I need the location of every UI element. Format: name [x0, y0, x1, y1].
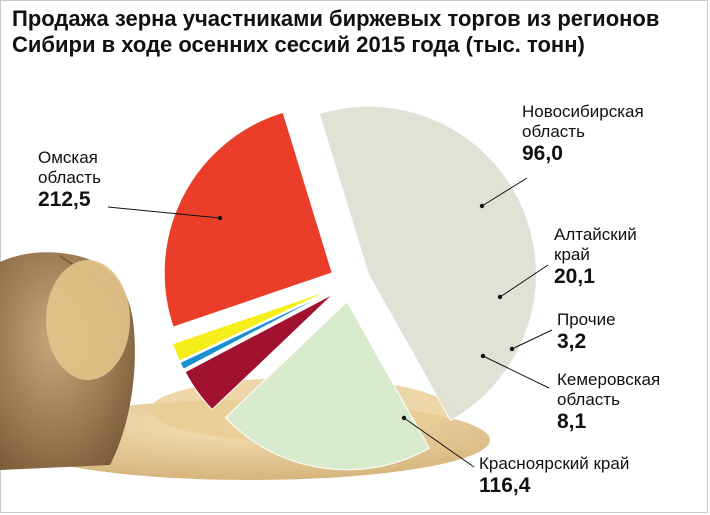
pie-slices [163, 105, 537, 471]
slice-label-value-3: 20,1 [554, 265, 595, 288]
leader-line-6 [403, 417, 475, 468]
chart-title: Продажа зерна участниками биржевых торго… [12, 6, 660, 57]
pie-slice-3 [184, 293, 335, 411]
pie-slice-5 [171, 289, 332, 362]
leader-line-5 [482, 355, 550, 389]
leader-line-3 [499, 264, 549, 298]
slice-label-value-2: 96,0 [522, 142, 563, 165]
slice-label-name-3-1: Алтайский [554, 225, 637, 244]
leader-dot-5 [480, 353, 486, 359]
leader-dot-6 [401, 415, 407, 421]
slice-label-value-4: 3,2 [557, 330, 586, 353]
slice-label-name-1-1: Омская [38, 148, 98, 167]
slice-label-value-5: 8,1 [557, 410, 587, 433]
slice-label-name-2-2: область [522, 122, 585, 141]
slice-labels: Омскаяобласть212,5Новосибирскаяобласть96… [38, 102, 660, 497]
slice-label-name-4-1: Прочие [557, 310, 616, 329]
leader-dot-2 [479, 203, 485, 209]
slice-label-value-1: 212,5 [38, 188, 91, 211]
pie-slice-4 [179, 290, 333, 370]
slice-label-name-2-1: Новосибирская [522, 102, 644, 121]
pie-slice-6 [163, 111, 333, 328]
leader-dot-4 [509, 346, 515, 352]
slice-label-name-3-2: край [554, 245, 590, 264]
leader-line-4 [511, 329, 553, 350]
leader-line-1 [107, 206, 221, 219]
slice-label-name-6-1: Красноярский край [479, 454, 629, 473]
slice-label-name-5-1: Кемеровская [557, 370, 660, 389]
slice-label-value-6: 116,4 [479, 474, 531, 497]
leader-lines [107, 177, 553, 468]
leader-dot-3 [497, 294, 503, 300]
slice-label-name-1-2: область [38, 168, 101, 187]
leader-dot-1 [217, 215, 223, 221]
leader-line-2 [481, 177, 528, 207]
pie-slice-2 [224, 300, 431, 471]
pie-slice-1 [318, 105, 537, 422]
slice-label-name-5-2: область [557, 390, 620, 409]
